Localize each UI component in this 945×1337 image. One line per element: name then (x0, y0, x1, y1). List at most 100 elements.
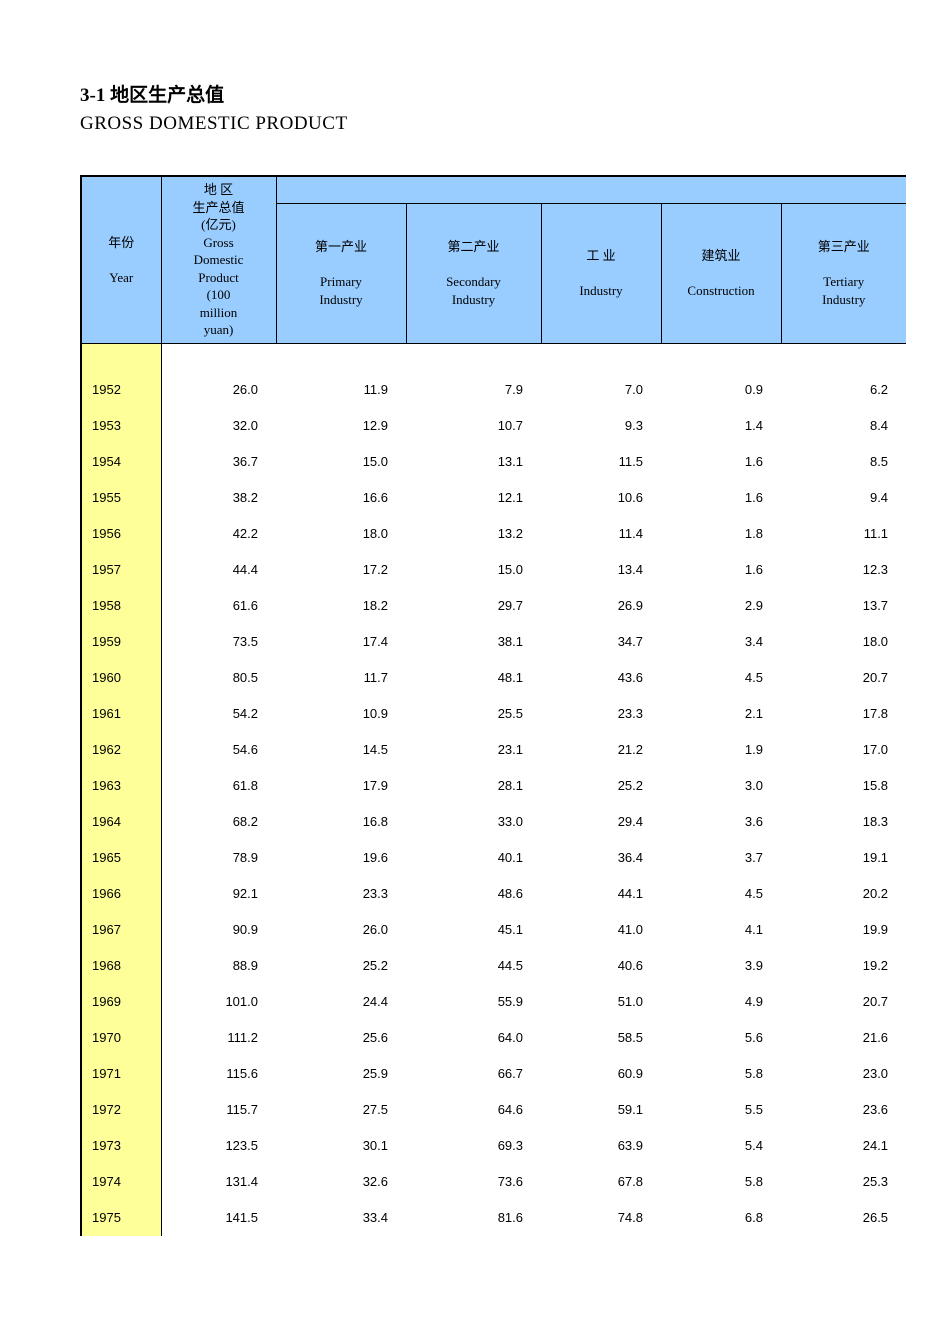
cell-tertiary: 9.4 (781, 480, 906, 516)
cell-year: 1968 (81, 948, 161, 984)
cell-year: 1960 (81, 660, 161, 696)
cell-gdp: 111.2 (161, 1020, 276, 1056)
cell-tertiary: 17.8 (781, 696, 906, 732)
cell-primary: 11.7 (276, 660, 406, 696)
cell-gdp: 54.2 (161, 696, 276, 732)
col-header-year-cn: 年份 (84, 234, 159, 252)
cell-gdp: 131.4 (161, 1164, 276, 1200)
cell-primary: 25.6 (276, 1020, 406, 1056)
cell-primary: 19.6 (276, 840, 406, 876)
cell-primary: 16.8 (276, 804, 406, 840)
cell-construction: 3.6 (661, 804, 781, 840)
cell-primary: 17.2 (276, 552, 406, 588)
table-row: 195642.218.013.211.41.811.1 (81, 516, 906, 552)
table-row: 196888.925.244.540.63.919.2 (81, 948, 906, 984)
cell-industry: 7.0 (541, 372, 661, 408)
cell-secondary: 55.9 (406, 984, 541, 1020)
table-row: 195436.715.013.111.51.68.5 (81, 444, 906, 480)
title-en: GROSS DOMESTIC PRODUCT (80, 113, 945, 135)
cell-primary: 10.9 (276, 696, 406, 732)
cell-construction: 4.5 (661, 660, 781, 696)
col-header-gdp-en: Gross Domestic Product (100 million yuan… (164, 234, 274, 339)
col-header-secondary: 第二产业 Secondary Industry (406, 204, 541, 344)
table-row: 1971115.625.966.760.95.823.0 (81, 1056, 906, 1092)
cell-industry: 10.6 (541, 480, 661, 516)
cell-tertiary: 12.3 (781, 552, 906, 588)
table-row: 195226.011.97.97.00.96.2 (81, 372, 906, 408)
col-header-gdp-cn: 地 区 生产总值 (亿元) (164, 181, 274, 234)
cell-construction: 0.9 (661, 372, 781, 408)
table-row: 196254.614.523.121.21.917.0 (81, 732, 906, 768)
cell-year: 1966 (81, 876, 161, 912)
cell-gdp: 32.0 (161, 408, 276, 444)
table-row: 195332.012.910.79.31.48.4 (81, 408, 906, 444)
col-header-industry: 工 业 Industry (541, 204, 661, 344)
cell-industry: 36.4 (541, 840, 661, 876)
col-header-construction-cn: 建筑业 (664, 247, 779, 265)
cell-gdp: 78.9 (161, 840, 276, 876)
cell-gdp: 90.9 (161, 912, 276, 948)
col-header-construction-en: Construction (664, 282, 779, 300)
cell-industry: 34.7 (541, 624, 661, 660)
cell-primary: 27.5 (276, 1092, 406, 1128)
cell-secondary: 64.0 (406, 1020, 541, 1056)
cell-year: 1957 (81, 552, 161, 588)
cell-gdp: 73.5 (161, 624, 276, 660)
cell-primary: 17.9 (276, 768, 406, 804)
col-header-year-en: Year (84, 269, 159, 287)
col-header-tertiary-cn: 第三产业 (784, 238, 905, 256)
cell-year: 1954 (81, 444, 161, 480)
cell-tertiary: 6.2 (781, 372, 906, 408)
col-header-secondary-cn: 第二产业 (409, 238, 539, 256)
cell-primary: 25.9 (276, 1056, 406, 1092)
cell-tertiary: 25.3 (781, 1164, 906, 1200)
cell-year: 1958 (81, 588, 161, 624)
cell-construction: 5.5 (661, 1092, 781, 1128)
cell-secondary: 38.1 (406, 624, 541, 660)
col-header-tertiary-en: Tertiary Industry (784, 273, 905, 308)
cell-tertiary: 23.6 (781, 1092, 906, 1128)
cell-tertiary: 26.5 (781, 1200, 906, 1236)
cell-year: 1965 (81, 840, 161, 876)
cell-secondary: 48.6 (406, 876, 541, 912)
cell-secondary: 73.6 (406, 1164, 541, 1200)
table-row: 196154.210.925.523.32.117.8 (81, 696, 906, 732)
col-header-industry-cn: 工 业 (544, 247, 659, 265)
cell-gdp: 141.5 (161, 1200, 276, 1236)
cell-primary: 33.4 (276, 1200, 406, 1236)
cell-tertiary: 19.1 (781, 840, 906, 876)
cell-gdp: 101.0 (161, 984, 276, 1020)
cell-construction: 3.0 (661, 768, 781, 804)
table-row: 1975141.533.481.674.86.826.5 (81, 1200, 906, 1236)
cell-construction: 3.7 (661, 840, 781, 876)
cell-tertiary: 11.1 (781, 516, 906, 552)
cell-gdp: 42.2 (161, 516, 276, 552)
cell-tertiary: 13.7 (781, 588, 906, 624)
col-header-tertiary: 第三产业 Tertiary Industry (781, 204, 906, 344)
cell-primary: 24.4 (276, 984, 406, 1020)
cell-year: 1973 (81, 1128, 161, 1164)
cell-tertiary: 20.7 (781, 660, 906, 696)
cell-industry: 74.8 (541, 1200, 661, 1236)
cell-gdp: 115.7 (161, 1092, 276, 1128)
cell-secondary: 10.7 (406, 408, 541, 444)
cell-secondary: 81.6 (406, 1200, 541, 1236)
cell-construction: 1.9 (661, 732, 781, 768)
cell-gdp: 123.5 (161, 1128, 276, 1164)
cell-tertiary: 15.8 (781, 768, 906, 804)
cell-year: 1963 (81, 768, 161, 804)
cell-tertiary: 20.7 (781, 984, 906, 1020)
table-row: 196080.511.748.143.64.520.7 (81, 660, 906, 696)
table-row: 195973.517.438.134.73.418.0 (81, 624, 906, 660)
cell-tertiary: 19.9 (781, 912, 906, 948)
title-cn: 3-1 地区生产总值 (80, 80, 945, 107)
cell-year: 1959 (81, 624, 161, 660)
col-header-primary: 第一产业 Primary Industry (276, 204, 406, 344)
cell-construction: 2.9 (661, 588, 781, 624)
cell-primary: 14.5 (276, 732, 406, 768)
cell-secondary: 33.0 (406, 804, 541, 840)
cell-secondary: 45.1 (406, 912, 541, 948)
cell-gdp: 88.9 (161, 948, 276, 984)
cell-gdp: 61.8 (161, 768, 276, 804)
cell-industry: 60.9 (541, 1056, 661, 1092)
